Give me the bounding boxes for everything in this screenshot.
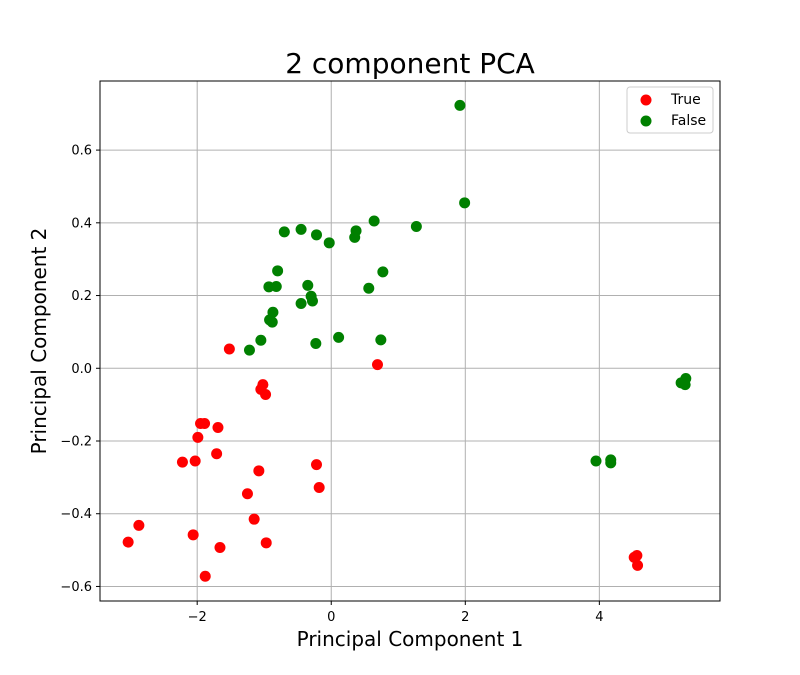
scatter-point-true <box>133 519 145 531</box>
scatter-point-false <box>375 334 387 346</box>
x-tick-label: 2 <box>461 610 469 625</box>
axis-ticks: −2 0 2 4 −0.6 −0.4 −0.2 0.0 0.2 0.4 0.6 <box>60 144 603 625</box>
scatter-point-false <box>278 226 290 238</box>
scatter-point-true <box>310 459 322 471</box>
scatter-point-true <box>631 550 643 562</box>
legend-label-false: False <box>671 113 706 129</box>
x-axis-title: Principal Component 1 <box>297 627 524 651</box>
legend-marker-false <box>640 115 652 127</box>
y-tick-label: −0.4 <box>60 507 92 522</box>
scatter-point-true <box>214 542 226 554</box>
scatter-point-false <box>368 215 380 227</box>
scatter-point-false <box>680 372 692 384</box>
data-points <box>122 99 692 582</box>
scatter-point-true <box>632 559 644 571</box>
scatter-point-false <box>605 457 617 469</box>
y-tick-label: 0.6 <box>71 144 92 159</box>
scatter-point-false <box>272 265 284 277</box>
legend-label-true: True <box>670 92 701 108</box>
scatter-point-true <box>189 455 201 467</box>
scatter-point-false <box>270 280 282 292</box>
y-tick-label: 0.2 <box>71 289 92 304</box>
scatter-point-false <box>255 334 267 346</box>
scatter-point-false <box>310 229 322 241</box>
scatter-point-false <box>349 231 361 243</box>
scatter-point-false <box>333 331 345 343</box>
scatter-point-true <box>192 431 204 443</box>
scatter-point-true <box>260 537 272 549</box>
scatter-point-true <box>212 422 224 434</box>
scatter-point-false <box>454 99 466 111</box>
scatter-point-false <box>590 455 602 467</box>
scatter-point-true <box>199 570 211 582</box>
y-tick-label: 0.4 <box>71 216 92 231</box>
plot-frame <box>99 80 721 602</box>
scatter-point-true <box>313 482 325 494</box>
scatter-point-true <box>371 359 383 371</box>
y-tick-label: 0.0 <box>71 362 92 377</box>
scatter-point-false <box>310 338 322 350</box>
legend: True False <box>626 86 714 134</box>
scatter-point-false <box>459 197 471 209</box>
scatter-point-false <box>295 223 307 235</box>
scatter-point-true <box>122 536 134 548</box>
scatter-point-true <box>248 513 260 525</box>
chart-title: 2 component PCA <box>285 47 535 80</box>
scatter-point-false <box>410 220 422 232</box>
scatter-point-true <box>223 343 235 355</box>
grid-lines <box>100 81 720 601</box>
legend-marker-true <box>640 94 652 106</box>
y-tick-label: −0.2 <box>60 435 92 450</box>
scatter-point-false <box>323 237 335 249</box>
scatter-point-true <box>253 465 265 477</box>
scatter-point-false <box>306 295 318 307</box>
scatter-point-false <box>243 344 255 356</box>
scatter-point-true <box>211 448 223 460</box>
scatter-point-true <box>199 418 211 430</box>
scatter-point-true <box>176 456 188 468</box>
scatter-point-false <box>363 282 375 294</box>
scatter-point-true <box>187 529 199 541</box>
scatter-point-false <box>266 316 278 328</box>
x-tick-label: 0 <box>327 610 335 625</box>
y-tick-label: −0.6 <box>60 580 92 595</box>
scatter-point-true <box>241 488 253 500</box>
scatter-point-false <box>377 266 389 278</box>
x-tick-label: 4 <box>595 610 603 625</box>
y-axis-title: Principal Component 2 <box>27 228 51 455</box>
scatter-point-false <box>302 279 314 291</box>
x-tick-label: −2 <box>188 610 207 625</box>
scatter-point-false <box>295 298 307 310</box>
scatter-point-true <box>260 388 272 400</box>
